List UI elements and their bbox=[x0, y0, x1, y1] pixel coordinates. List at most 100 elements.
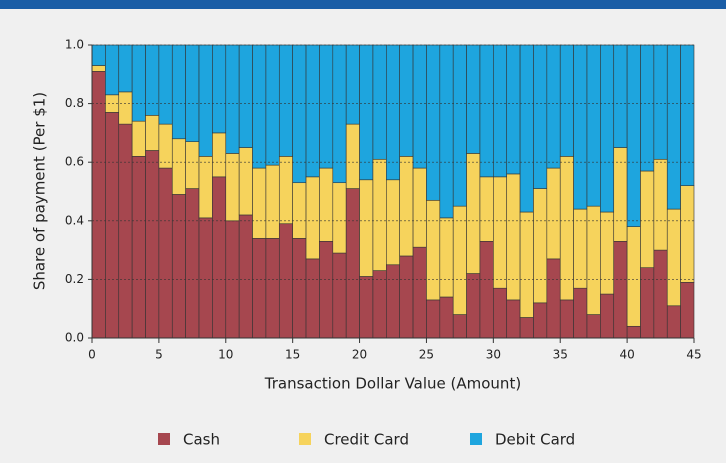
bar-segment bbox=[426, 44, 441, 201]
bar-segment bbox=[452, 44, 467, 207]
bar-segment bbox=[372, 44, 387, 160]
bar-segment bbox=[399, 255, 414, 339]
x-tick-label: 0 bbox=[88, 348, 96, 362]
bar-segment bbox=[252, 44, 267, 169]
bar-segment bbox=[506, 173, 521, 301]
bar-segment bbox=[439, 296, 454, 339]
bar-segment bbox=[452, 314, 467, 339]
bar-segment bbox=[292, 182, 307, 239]
bar-segment bbox=[466, 273, 481, 339]
y-axis-title: Share of payment (Per $1) bbox=[31, 92, 49, 290]
bar-segment bbox=[493, 287, 508, 339]
bar-segment bbox=[212, 132, 227, 178]
bar-segment bbox=[252, 238, 267, 339]
bar-segment bbox=[559, 156, 574, 301]
bar-segment bbox=[586, 44, 601, 207]
x-tick-label: 5 bbox=[155, 348, 163, 362]
bar-segment bbox=[613, 147, 628, 242]
bar-segment bbox=[278, 223, 293, 339]
bar-segment bbox=[466, 153, 481, 274]
bar-segment bbox=[145, 44, 160, 116]
bar-segment bbox=[586, 314, 601, 339]
bar-segment bbox=[345, 123, 360, 189]
bar-segment bbox=[332, 182, 347, 254]
bar-segment bbox=[600, 211, 615, 295]
bar-segment bbox=[158, 167, 173, 339]
bar-segment bbox=[185, 188, 200, 339]
bar-segment bbox=[198, 44, 213, 157]
y-tick-label: 1.0 bbox=[65, 38, 84, 52]
bar-segment bbox=[91, 71, 106, 339]
bar-segment bbox=[252, 167, 267, 239]
bar-segment bbox=[319, 167, 334, 242]
bar-segment bbox=[319, 241, 334, 339]
bar-segment bbox=[653, 158, 668, 251]
legend: Cash Credit Card Debit Card bbox=[158, 431, 575, 449]
bar-segment bbox=[278, 44, 293, 157]
bar-segment bbox=[466, 44, 481, 154]
bar-segment bbox=[506, 299, 521, 339]
bar-segment bbox=[519, 211, 534, 318]
bar-segment bbox=[91, 44, 106, 66]
bar-segment bbox=[345, 188, 360, 339]
bar-segment bbox=[238, 214, 253, 339]
bar-segment bbox=[305, 44, 320, 178]
bar-segment bbox=[198, 156, 213, 219]
bar-segment bbox=[198, 217, 213, 339]
bar-segment bbox=[640, 44, 655, 172]
bar-segment bbox=[613, 44, 628, 148]
bar-segment bbox=[613, 241, 628, 339]
bar-segment bbox=[640, 267, 655, 339]
y-tick-label: 0.0 bbox=[65, 331, 84, 345]
bar-segment bbox=[573, 287, 588, 339]
bar-segment bbox=[666, 208, 681, 307]
bar-segment bbox=[439, 217, 454, 298]
bar-segment bbox=[305, 176, 320, 260]
legend-label: Credit Card bbox=[324, 431, 409, 449]
bar-segment bbox=[506, 44, 521, 175]
bar-segment bbox=[533, 188, 548, 304]
bar-segment bbox=[573, 44, 588, 210]
bar-segment bbox=[171, 194, 186, 339]
x-tick-label: 30 bbox=[486, 348, 501, 362]
bar-segment bbox=[225, 44, 240, 154]
bar-segment bbox=[546, 167, 561, 260]
bar-segment bbox=[559, 44, 574, 157]
bar-segment bbox=[533, 44, 548, 189]
legend-label: Cash bbox=[183, 431, 220, 449]
bar-segment bbox=[666, 44, 681, 210]
bar-segment bbox=[91, 65, 106, 72]
bar-segment bbox=[238, 147, 253, 216]
y-tick-label: 0.6 bbox=[65, 155, 84, 169]
bar-segment bbox=[158, 44, 173, 125]
bar-segment bbox=[131, 44, 146, 122]
bar-segment bbox=[412, 167, 427, 248]
bar-segment bbox=[372, 270, 387, 339]
bar-segment bbox=[386, 264, 400, 339]
bar-segment bbox=[626, 44, 641, 227]
bar-segment bbox=[452, 205, 467, 315]
bar-segment bbox=[158, 123, 173, 169]
bar-segment bbox=[399, 44, 414, 157]
bar-segment bbox=[185, 44, 200, 142]
bar-segment bbox=[546, 44, 561, 169]
bar-segment bbox=[680, 282, 695, 339]
bar-segment bbox=[185, 141, 200, 189]
bar-segment bbox=[359, 179, 374, 277]
legend-swatch bbox=[299, 433, 311, 445]
bar-segment bbox=[171, 44, 186, 140]
bar-segment bbox=[359, 44, 374, 181]
bar-segment bbox=[332, 252, 347, 339]
bar-segment bbox=[278, 156, 293, 225]
bar-segment bbox=[131, 120, 146, 157]
bar-segment bbox=[292, 238, 307, 339]
bar-segment bbox=[265, 238, 280, 339]
bar-segment bbox=[105, 44, 120, 96]
bar-segment bbox=[640, 170, 655, 268]
x-tick-label: 10 bbox=[218, 348, 233, 362]
x-tick-label: 20 bbox=[352, 348, 367, 362]
bar-segment bbox=[439, 44, 454, 219]
bar-segment bbox=[118, 123, 133, 339]
